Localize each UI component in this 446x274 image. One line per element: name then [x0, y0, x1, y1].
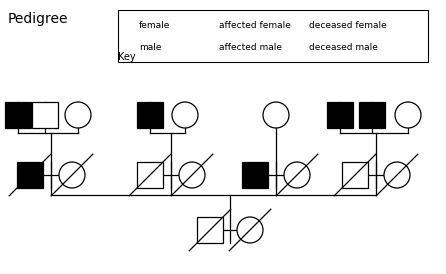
Circle shape [294, 19, 306, 31]
Circle shape [172, 102, 198, 128]
Circle shape [179, 162, 205, 188]
Text: Key: Key [118, 52, 136, 62]
Text: male: male [139, 44, 161, 53]
Bar [327, 102, 353, 128]
Bar [204, 42, 216, 54]
Text: affected female: affected female [219, 21, 291, 30]
Text: deceased female: deceased female [309, 21, 387, 30]
Circle shape [384, 162, 410, 188]
Bar [137, 102, 163, 128]
Circle shape [395, 102, 421, 128]
Circle shape [204, 19, 216, 31]
Bar [294, 42, 306, 54]
Bar [197, 217, 223, 243]
Circle shape [65, 102, 91, 128]
Text: Pedigree: Pedigree [8, 12, 69, 26]
Circle shape [237, 217, 263, 243]
Bar [118, 10, 428, 62]
Circle shape [263, 102, 289, 128]
Circle shape [59, 162, 85, 188]
Bar [137, 162, 163, 188]
Bar [5, 102, 31, 128]
Bar [124, 42, 136, 54]
Bar [242, 162, 268, 188]
Circle shape [284, 162, 310, 188]
Text: affected male: affected male [219, 44, 282, 53]
Text: deceased male: deceased male [309, 44, 378, 53]
Bar [359, 102, 385, 128]
Bar [17, 162, 43, 188]
Circle shape [124, 19, 136, 31]
Text: female: female [139, 21, 170, 30]
Bar [342, 162, 368, 188]
Bar [32, 102, 58, 128]
